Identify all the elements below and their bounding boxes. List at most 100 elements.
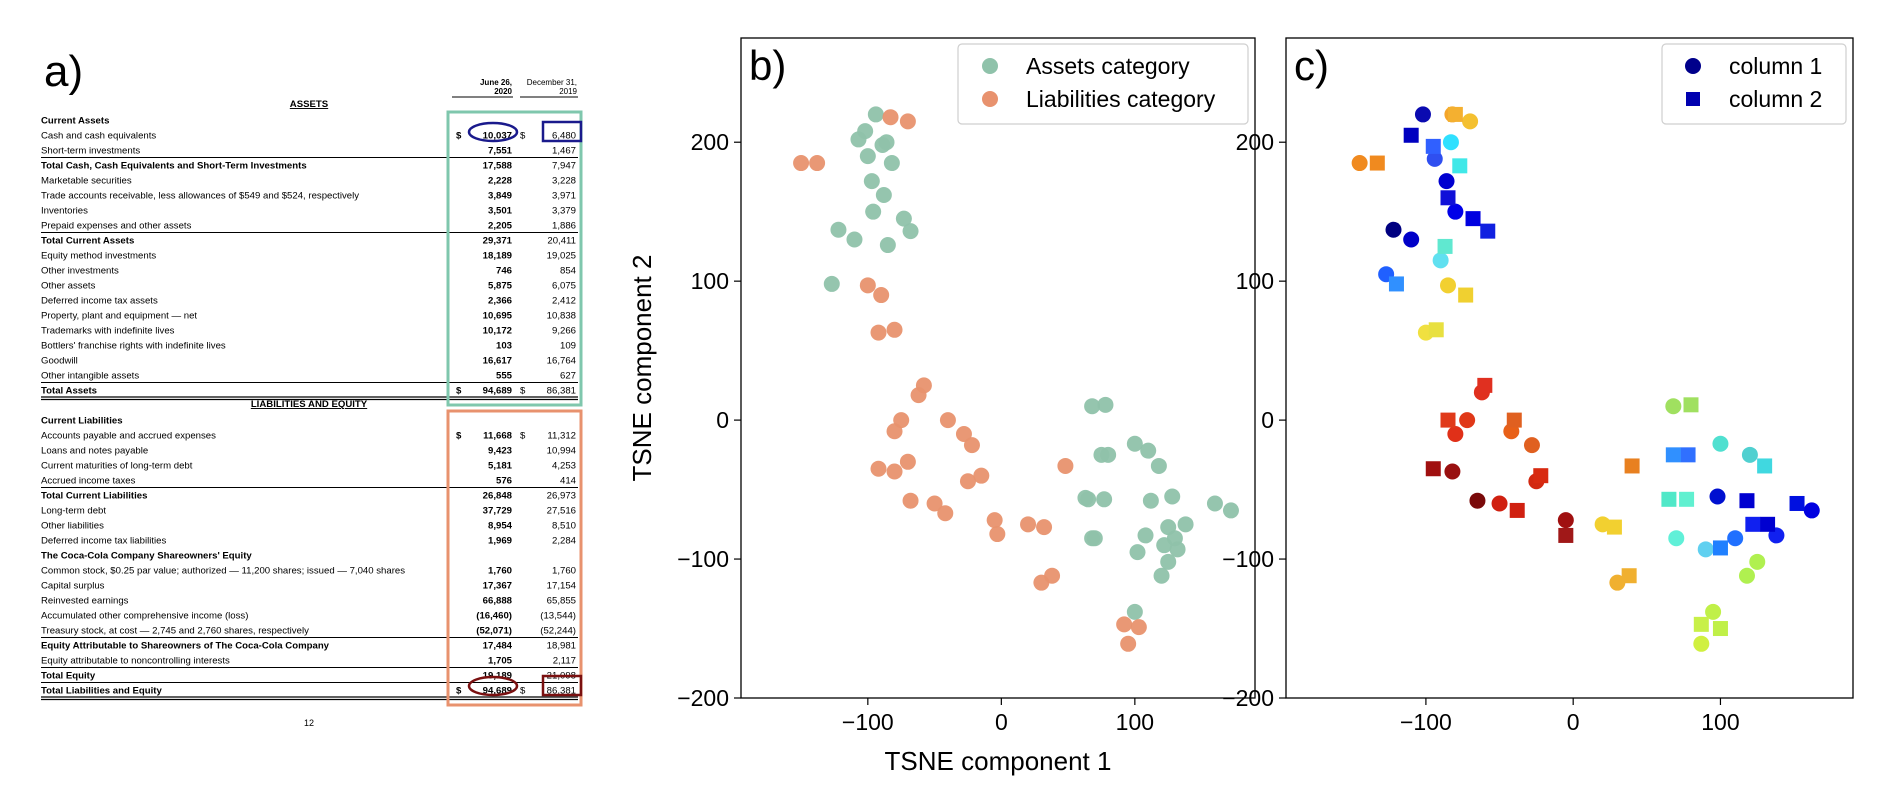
scatter-point (1385, 221, 1402, 238)
scatter-point (1142, 492, 1159, 509)
scatter-point (1624, 458, 1640, 474)
legend-frame (1661, 43, 1847, 125)
scatter-point (1727, 530, 1744, 547)
row-label: Prepaid expenses and other assets (41, 221, 192, 232)
row-label: Current maturities of long-term debt (41, 461, 193, 472)
row-label: Reinvested earnings (41, 596, 129, 607)
value-2020: 5,181 (488, 461, 513, 472)
row-label: Equity attributable to noncontrolling in… (41, 656, 230, 667)
scatter-point (865, 203, 882, 220)
value-2020: 17,367 (483, 581, 512, 592)
value-2019: 2,412 (552, 296, 576, 307)
y-tick-label: −200 (1222, 685, 1274, 711)
scatter-point (1116, 616, 1133, 633)
value-2020: 1,760 (488, 566, 512, 577)
value-2019: 86,381 (547, 386, 576, 397)
value-2019: (52,244) (540, 626, 576, 637)
value-2020: 5,875 (488, 281, 513, 292)
value-2019: 26,973 (547, 491, 576, 502)
scatter-point (1665, 398, 1682, 415)
scatter-point (1130, 619, 1147, 636)
row-label: Total Current Liabilities (41, 491, 147, 502)
y-axis-label: TSNE component 2 (627, 255, 657, 482)
legend-marker (982, 58, 998, 74)
value-2020: 17,484 (483, 641, 513, 652)
scatter-point (1693, 635, 1710, 652)
scatter-point (1745, 516, 1761, 532)
scatter-point (989, 526, 1006, 543)
legend-label: Liabilities category (1026, 86, 1216, 112)
scatter-point (1440, 412, 1456, 428)
value-2019: 17,154 (547, 581, 577, 592)
scatter-point (926, 495, 943, 512)
scatter-point (1403, 127, 1419, 143)
scatter-point (1403, 231, 1420, 248)
balance-sheet-row: Short-term investments 7,551 1,467 (41, 146, 576, 157)
scatter-point (1369, 155, 1385, 171)
balance-sheet-row: Total Current Liabilities 26,848 26,973 (41, 487, 578, 502)
dollar-sign: $ (456, 131, 462, 142)
scatter-point (809, 155, 826, 172)
column-header-june-line2: 2020 (494, 87, 512, 96)
balance-sheet-row: Other intangible assets 555 627 (41, 371, 576, 382)
row-label: Marketable securities (41, 176, 132, 187)
scatter-point (882, 109, 899, 126)
row-label: Equity Attributable to Shareowners of Th… (41, 641, 330, 652)
scatter-point (1425, 461, 1441, 477)
value-2019: 6,480 (552, 131, 576, 142)
value-2019: 65,855 (547, 596, 576, 607)
value-2020: 66,888 (483, 596, 513, 607)
scatter-point (873, 287, 890, 304)
scatter-point (1594, 516, 1611, 533)
scatter-point (1680, 447, 1696, 463)
value-2019: 414 (560, 476, 577, 487)
y-tick-label: −200 (677, 685, 729, 711)
value-2019: (13,544) (540, 611, 576, 622)
scatter-point (1447, 203, 1464, 220)
scatter-point (1668, 530, 1685, 547)
scatter-point (1100, 446, 1117, 463)
balance-sheet-row: Total Assets $ $94,689 86,381 (41, 382, 578, 401)
balance-sheet-row: Cash and cash equivalents $ $10,037 6,480 (41, 131, 576, 142)
plot-area (1285, 37, 1854, 699)
value-2019: 3,228 (552, 176, 576, 187)
row-label: Total Current Assets (41, 236, 134, 247)
scatter-point (1760, 516, 1776, 532)
legend-frame (957, 43, 1249, 125)
liabilities-heading: LIABILITIES AND EQUITY (251, 399, 368, 410)
scatter-point (1459, 412, 1476, 429)
scatter-point (878, 134, 895, 151)
y-tick-label: 200 (691, 129, 729, 155)
scatter-point (1177, 516, 1194, 533)
page-number: 12 (304, 718, 314, 728)
y-tick-label: 0 (716, 407, 729, 433)
value-2020: 1,969 (488, 536, 512, 547)
scatter-point (886, 321, 903, 338)
value-2020: 7,551 (488, 146, 513, 157)
scatter-point (1160, 553, 1177, 570)
scatter-point (1789, 495, 1805, 511)
y-tick-label: 0 (1261, 407, 1274, 433)
scatter-point (1757, 458, 1773, 474)
value-2019: 7,947 (552, 161, 576, 172)
balance-sheet-row: Inventories 3,501 3,379 (41, 206, 576, 217)
value-2020: 16,617 (483, 356, 512, 367)
scatter-point (886, 463, 903, 480)
x-axis-label: TSNE component 1 (885, 746, 1112, 776)
row-label: Total Equity (41, 671, 96, 682)
value-2019: 19,025 (547, 251, 576, 262)
row-label: Total Liabilities and Equity (41, 686, 162, 697)
y-tick-label: −100 (1222, 546, 1274, 572)
balance-sheet-row: Property, plant and equipment — net 10,69… (41, 311, 576, 322)
scatter-point (1077, 489, 1094, 506)
scatter-point (1442, 134, 1459, 151)
panel-a-label: a) (44, 47, 83, 96)
dollar-sign: $ (520, 431, 526, 442)
scatter-point (1749, 553, 1766, 570)
scatter-point (1491, 495, 1508, 512)
value-2020: 37,729 (483, 506, 512, 517)
balance-sheet-row: Common stock, $0.25 par value; authorize… (41, 566, 576, 577)
balance-sheet-row: The Coca-Cola Company Shareowners' Equit… (41, 551, 252, 562)
scatter-point (937, 505, 954, 522)
